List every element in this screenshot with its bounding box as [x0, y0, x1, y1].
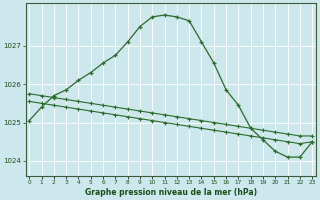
X-axis label: Graphe pression niveau de la mer (hPa): Graphe pression niveau de la mer (hPa) — [85, 188, 257, 197]
